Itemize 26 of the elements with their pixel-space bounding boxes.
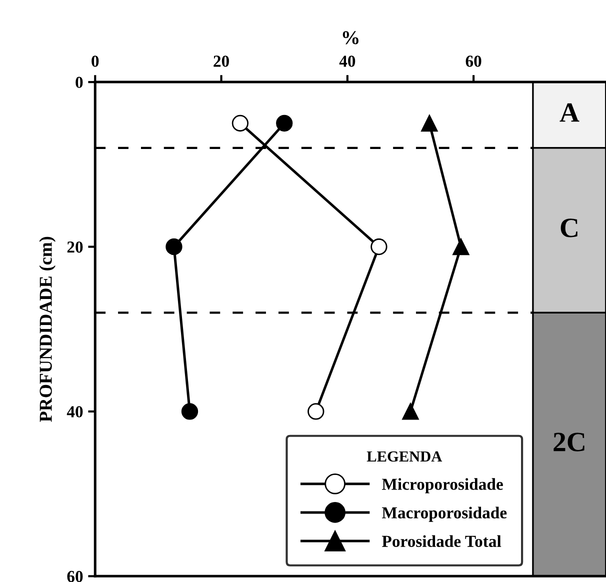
legend-title: LEGENDA — [366, 451, 442, 462]
point — [308, 403, 324, 420]
y-tick-label: 20 — [67, 241, 83, 253]
legend-label: Macroporosidade — [382, 506, 507, 522]
point — [421, 114, 438, 132]
y-tick-label: 40 — [66, 406, 83, 418]
point — [276, 114, 293, 132]
band-label: C — [560, 218, 578, 238]
legend-label: Microporosidade — [382, 478, 503, 494]
x-tick-label: 40 — [339, 56, 356, 67]
point — [402, 403, 419, 420]
point — [181, 403, 198, 420]
point — [370, 238, 388, 256]
band-label: 2C — [554, 432, 584, 452]
band-label: A — [560, 103, 580, 122]
legend-label: Porosidade Total — [382, 535, 502, 547]
y-axis-title: PROFUNDIDADE (cm) — [39, 236, 56, 422]
point — [166, 238, 182, 256]
x-tick-label: 20 — [214, 56, 229, 67]
point — [452, 238, 470, 256]
point — [232, 114, 249, 132]
x-tick-label: 60 — [466, 56, 482, 67]
x-tick-label: 0 — [92, 56, 99, 67]
y-tick-label: 60 — [67, 570, 83, 582]
y-tick-label: 0 — [76, 76, 83, 88]
x-axis-title: % — [342, 31, 358, 44]
